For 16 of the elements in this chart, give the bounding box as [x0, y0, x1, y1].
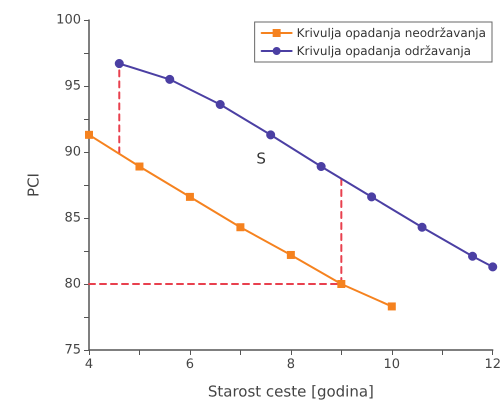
- x-tick-label: 10: [384, 357, 400, 372]
- y-tick-label: 75: [64, 342, 81, 358]
- annotation: S: [256, 150, 266, 168]
- x-tick-label: 4: [84, 357, 94, 372]
- x-tick-label: 8: [286, 357, 296, 372]
- y-tick-label: 85: [64, 210, 81, 226]
- legend-label: Krivulja opadanja neodržavanja: [296, 26, 486, 40]
- x-axis-title: Starost ceste [godina]: [208, 382, 374, 400]
- y-tick-label: 100: [56, 12, 81, 28]
- x-tick-label: 12: [484, 357, 501, 372]
- x-tick-label: 6: [186, 357, 194, 372]
- y-tick-label: 80: [64, 276, 81, 292]
- legend-label: Krivulja opadanja održavanja: [296, 44, 472, 58]
- y-tick-label: 95: [64, 78, 81, 94]
- y-axis-title: PCI: [24, 173, 42, 197]
- y-tick-label: 90: [64, 144, 81, 160]
